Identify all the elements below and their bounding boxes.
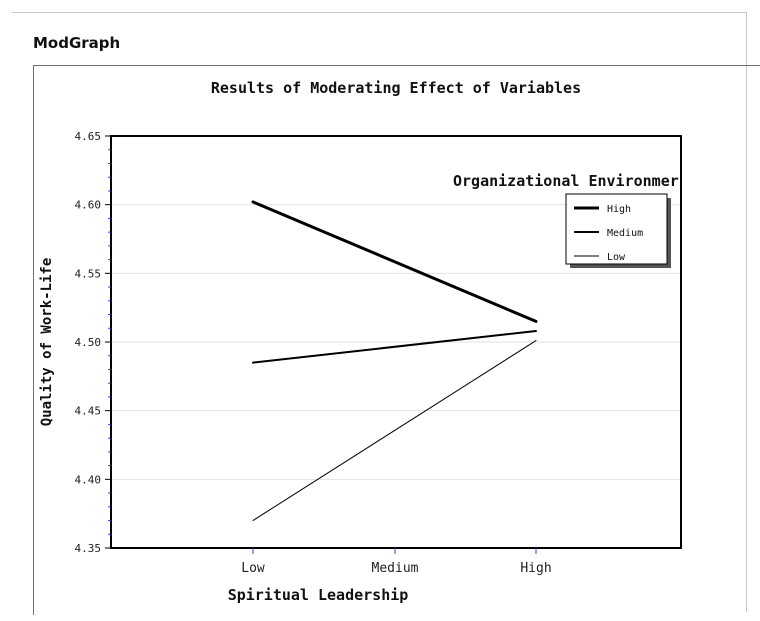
legend-title: Organizational Environmer [453, 172, 679, 190]
y-tick-label: 4.65 [75, 130, 102, 143]
x-tick-label: Low [241, 561, 265, 576]
legend: High Medium Low [565, 193, 671, 268]
y-axis-label: Quality of Work-Life [39, 258, 55, 427]
panel-title: ModGraph [33, 34, 121, 52]
series-layer [251, 200, 538, 521]
x-axis: Low Medium High [241, 548, 552, 576]
series-line-high [251, 200, 538, 323]
series-line-low [252, 340, 537, 521]
y-tick-label: 4.55 [75, 267, 102, 280]
legend-box [565, 193, 668, 265]
grid-layer [111, 204, 681, 480]
y-tick-label: 4.50 [75, 336, 102, 349]
legend-entry: Low [607, 252, 626, 263]
outer-frame [12, 12, 747, 612]
x-tick-label: Medium [372, 561, 419, 576]
legend-entry: High [607, 204, 631, 215]
x-tick-label: High [520, 561, 551, 576]
x-axis-label: Spiritual Leadership [228, 586, 409, 604]
y-tick-label: 4.60 [75, 199, 102, 212]
chart-frame [33, 65, 760, 615]
legend-entry: Medium [607, 228, 643, 239]
y-tick-label: 4.45 [75, 405, 102, 418]
chart-title: Results of Moderating Effect of Variable… [211, 79, 581, 97]
y-axis: 4.65 4.60 4.55 4.50 4.45 4.40 4.35 [75, 130, 111, 555]
series-line-medium [252, 330, 537, 364]
y-tick-label: 4.40 [75, 473, 102, 486]
y-tick-label: 4.35 [75, 542, 102, 555]
